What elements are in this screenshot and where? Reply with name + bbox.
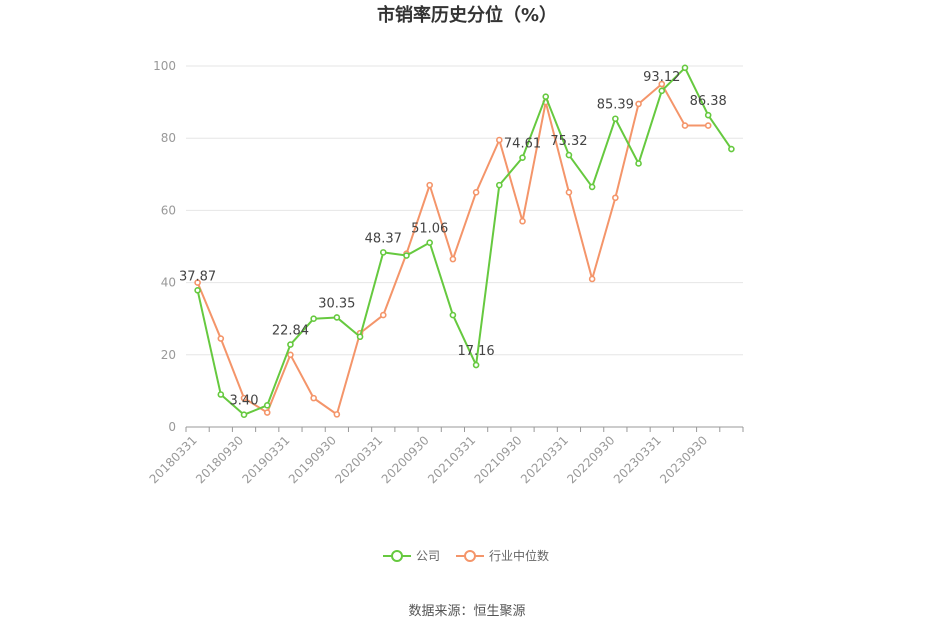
data-point[interactable] [333, 314, 341, 321]
data-point[interactable] [704, 111, 712, 119]
data-label: 85.39 [597, 98, 634, 113]
data-label: 22.84 [272, 324, 309, 339]
x-tick-label: 20210331 [425, 433, 478, 486]
data-point[interactable] [658, 80, 666, 88]
data-label: 74.61 [504, 137, 541, 152]
y-tick-label: 60 [161, 203, 176, 217]
data-label: 3.40 [230, 394, 259, 409]
data-point[interactable] [379, 311, 387, 319]
data-point[interactable] [519, 217, 526, 225]
data-point[interactable] [635, 160, 642, 167]
y-tick-label: 40 [161, 276, 176, 290]
x-tick-label: 20190331 [239, 433, 292, 486]
x-tick-label: 20230331 [611, 433, 664, 486]
x-tick-label: 20190930 [286, 433, 339, 486]
data-label: 86.38 [690, 94, 727, 109]
data-point[interactable] [681, 64, 689, 72]
data-point[interactable] [379, 249, 387, 256]
data-label: 93.12 [643, 70, 680, 85]
data-point[interactable] [356, 333, 364, 341]
data-point[interactable] [194, 286, 201, 294]
data-point[interactable] [263, 402, 271, 409]
x-tick-label: 20180930 [193, 433, 246, 486]
data-point[interactable] [496, 181, 503, 189]
legend[interactable]: 公司 行业中位数 [383, 548, 549, 563]
legend-item[interactable]: 公司 [383, 549, 440, 563]
data-point[interactable] [403, 252, 410, 259]
data-point[interactable] [426, 239, 433, 246]
legend-swatch-marker [391, 550, 403, 562]
y-tick-label: 0 [168, 420, 176, 434]
data-label: 51.06 [411, 222, 448, 237]
data-point[interactable] [449, 311, 457, 319]
data-point[interactable] [612, 194, 619, 202]
x-tick-label: 20210930 [472, 433, 525, 486]
data-point[interactable] [310, 315, 317, 323]
data-point[interactable] [287, 351, 294, 359]
data-point[interactable] [310, 394, 317, 402]
data-point[interactable] [588, 275, 596, 283]
series-line [196, 66, 733, 416]
data-point[interactable] [728, 145, 735, 153]
x-tick-label: 20200331 [332, 433, 385, 486]
data-label: 30.35 [318, 296, 355, 311]
x-tick-label: 20230930 [657, 433, 710, 486]
data-label: 37.87 [179, 269, 216, 284]
data-point[interactable] [565, 189, 573, 196]
source-note: 数据来源：恒生聚源 [408, 604, 525, 619]
series [194, 64, 735, 419]
axes: 0 20 40 60 80 100 2018033120180930201903312019… [147, 59, 744, 486]
data-point[interactable] [542, 93, 550, 100]
data-label: 48.37 [365, 231, 402, 246]
legend-swatch-marker [464, 550, 476, 562]
x-tick-label: 20220930 [564, 433, 617, 486]
series-line [196, 83, 709, 416]
data-point[interactable] [612, 115, 619, 123]
data-point[interactable] [588, 183, 596, 191]
data-point[interactable] [217, 335, 225, 342]
data-point[interactable] [704, 122, 712, 129]
data-label: 17.16 [457, 344, 494, 359]
data-point[interactable] [635, 100, 642, 108]
data-point[interactable] [496, 136, 503, 144]
y-tick-label: 80 [161, 131, 176, 145]
grid [186, 65, 743, 356]
x-tick-label: 20180331 [147, 433, 200, 486]
data-point[interactable] [519, 154, 526, 161]
data-point[interactable] [287, 341, 294, 348]
data-point[interactable] [658, 87, 666, 95]
data-point[interactable] [426, 181, 433, 189]
x-tick-label: 20220331 [518, 433, 571, 486]
x-tick-label: 20200930 [379, 433, 432, 486]
data-point[interactable] [194, 279, 201, 286]
data-label: 75.32 [550, 134, 587, 149]
legend-label: 行业中位数 [489, 548, 549, 563]
data-point[interactable] [681, 122, 689, 129]
data-point[interactable] [472, 361, 480, 369]
data-point[interactable] [240, 394, 248, 402]
data-point[interactable] [240, 411, 248, 419]
data-point[interactable] [263, 409, 271, 416]
y-tick-label: 20 [161, 348, 176, 362]
chart-title: 市销率历史分位（%） [377, 4, 557, 26]
legend-item[interactable]: 行业中位数 [456, 548, 549, 563]
data-point[interactable] [217, 391, 225, 398]
data-point[interactable] [565, 151, 573, 159]
data-point[interactable] [472, 189, 480, 196]
legend-label: 公司 [416, 549, 440, 563]
data-point[interactable] [333, 411, 341, 418]
data-labels: 37.87 3.40 22.84 30.35 48.37 51.06 17.16 74.61 7… [179, 70, 727, 409]
y-tick-label: 100 [153, 59, 176, 73]
data-point[interactable] [449, 255, 457, 263]
